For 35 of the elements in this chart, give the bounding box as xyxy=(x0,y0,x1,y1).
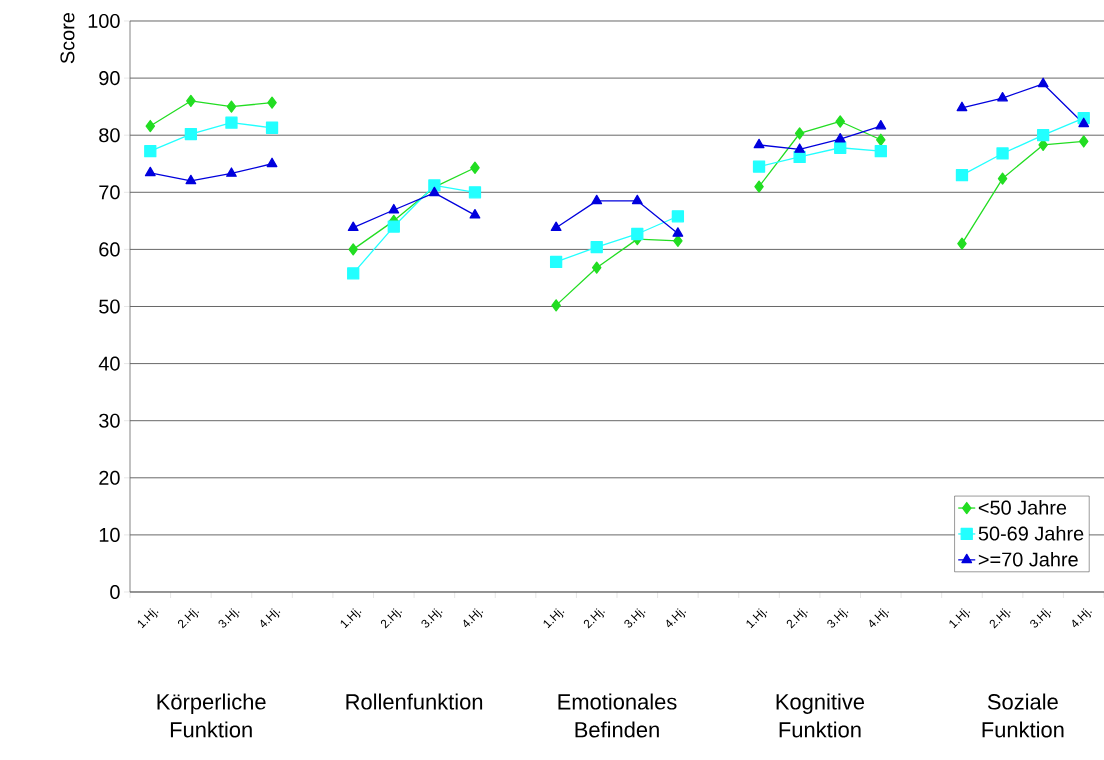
legend-label: >=70 Jahre xyxy=(978,551,1078,567)
x-tick-label: 1.Hj. xyxy=(746,608,768,629)
text: Emotionales Befinden xyxy=(558,693,677,738)
y-tick-label: 10 xyxy=(99,527,120,542)
legend-label: <50 Jahre xyxy=(978,500,1067,515)
y-tick-label: 80 xyxy=(99,128,120,143)
y-axis-title: Score xyxy=(60,13,75,64)
x-tick-label: 4.Hj. xyxy=(1072,608,1092,628)
y-tick-label: 50 xyxy=(99,299,120,314)
y-tick-label: 40 xyxy=(98,356,120,371)
x-tick-label: 1.Hj. xyxy=(543,608,565,629)
x-tick-label: 3.Hj. xyxy=(624,608,646,628)
x-tick-label: 3.Hj. xyxy=(421,608,443,628)
x-tick-label: 3.Hj. xyxy=(827,608,849,628)
x-tick-label: 1.Hj. xyxy=(949,608,971,629)
x-tick-label: 3.Hj. xyxy=(218,608,240,628)
y-tick-label: 100 xyxy=(88,13,120,29)
text: Körperliche Funktion xyxy=(157,693,266,738)
x-tick-label: 3.Hj. xyxy=(1030,608,1052,628)
y-tick-label: 20 xyxy=(99,470,120,485)
x-tick-label: 4.Hj. xyxy=(666,608,687,628)
y-tick-label: 0 xyxy=(110,584,120,600)
x-tick-label: 4.Hj. xyxy=(463,608,484,628)
x-tick-label: 4.Hj. xyxy=(260,608,281,628)
x-tick-label: 4.Hj. xyxy=(869,608,889,628)
y-tick-label: 70 xyxy=(99,185,120,200)
y-tick-label: 90 xyxy=(99,71,120,86)
text: Soziale Funktion xyxy=(982,693,1064,738)
x-tick-label: 1.Hj. xyxy=(340,608,362,629)
legend-label: 50-69 Jahre xyxy=(978,525,1084,541)
x-tick-label: 1.Hj. xyxy=(137,608,159,629)
text: Kognitive Funktion xyxy=(776,693,865,738)
y-tick-label: 30 xyxy=(99,413,120,428)
text: Rollenfunktion xyxy=(346,693,483,710)
y-tick-label: 60 xyxy=(99,242,120,257)
